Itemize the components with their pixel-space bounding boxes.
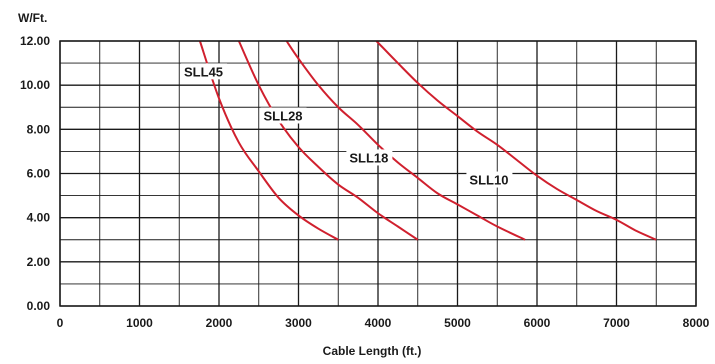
x-tick-label: 6000 bbox=[524, 316, 551, 330]
y-tick-label: 12.00 bbox=[20, 34, 50, 48]
series-labels: SLL45 SLL28 SLL18 SLL10 bbox=[181, 63, 513, 188]
y-tick-label: 6.00 bbox=[27, 167, 51, 181]
y-tick-label: 2.00 bbox=[27, 255, 51, 269]
series-line-sll10 bbox=[375, 40, 657, 241]
x-tick-label: 3000 bbox=[285, 316, 312, 330]
x-tick-label: 0 bbox=[57, 316, 64, 330]
x-tick-label: 1000 bbox=[126, 316, 153, 330]
series-line-sll45 bbox=[198, 40, 339, 241]
x-tick-label: 8000 bbox=[683, 316, 710, 330]
series-label-sll18: SLL18 bbox=[349, 150, 388, 165]
plot-frame bbox=[59, 40, 697, 307]
y-tick-label: 4.00 bbox=[27, 211, 51, 225]
series-label-bg bbox=[260, 107, 307, 124]
series-label-bg bbox=[346, 149, 393, 166]
series-label-sll28: SLL28 bbox=[264, 109, 303, 124]
y-tick-label: 10.00 bbox=[20, 78, 50, 92]
x-axis-label: Cable Length (ft.) bbox=[323, 344, 422, 358]
series-line-sll18 bbox=[285, 40, 526, 241]
series-label-bg bbox=[466, 171, 513, 188]
curves bbox=[198, 40, 657, 241]
grid bbox=[59, 40, 697, 307]
y-tick-label: 0.00 bbox=[27, 299, 51, 313]
series-label-bg bbox=[181, 63, 228, 80]
x-tick-label: 7000 bbox=[603, 316, 630, 330]
axes: 0 1000 2000 3000 4000 5000 6000 7000 8000 0.00 2.0… bbox=[20, 34, 710, 330]
series-label-sll45: SLL45 bbox=[184, 64, 223, 79]
series-line-sll28 bbox=[237, 40, 419, 241]
x-tick-label: 5000 bbox=[444, 316, 471, 330]
x-tick-label: 2000 bbox=[206, 316, 233, 330]
series-label-sll10: SLL10 bbox=[469, 173, 508, 188]
x-tick-label: 4000 bbox=[365, 316, 392, 330]
y-axis-label: W/Ft. bbox=[18, 11, 47, 25]
y-tick-label: 8.00 bbox=[27, 122, 51, 136]
